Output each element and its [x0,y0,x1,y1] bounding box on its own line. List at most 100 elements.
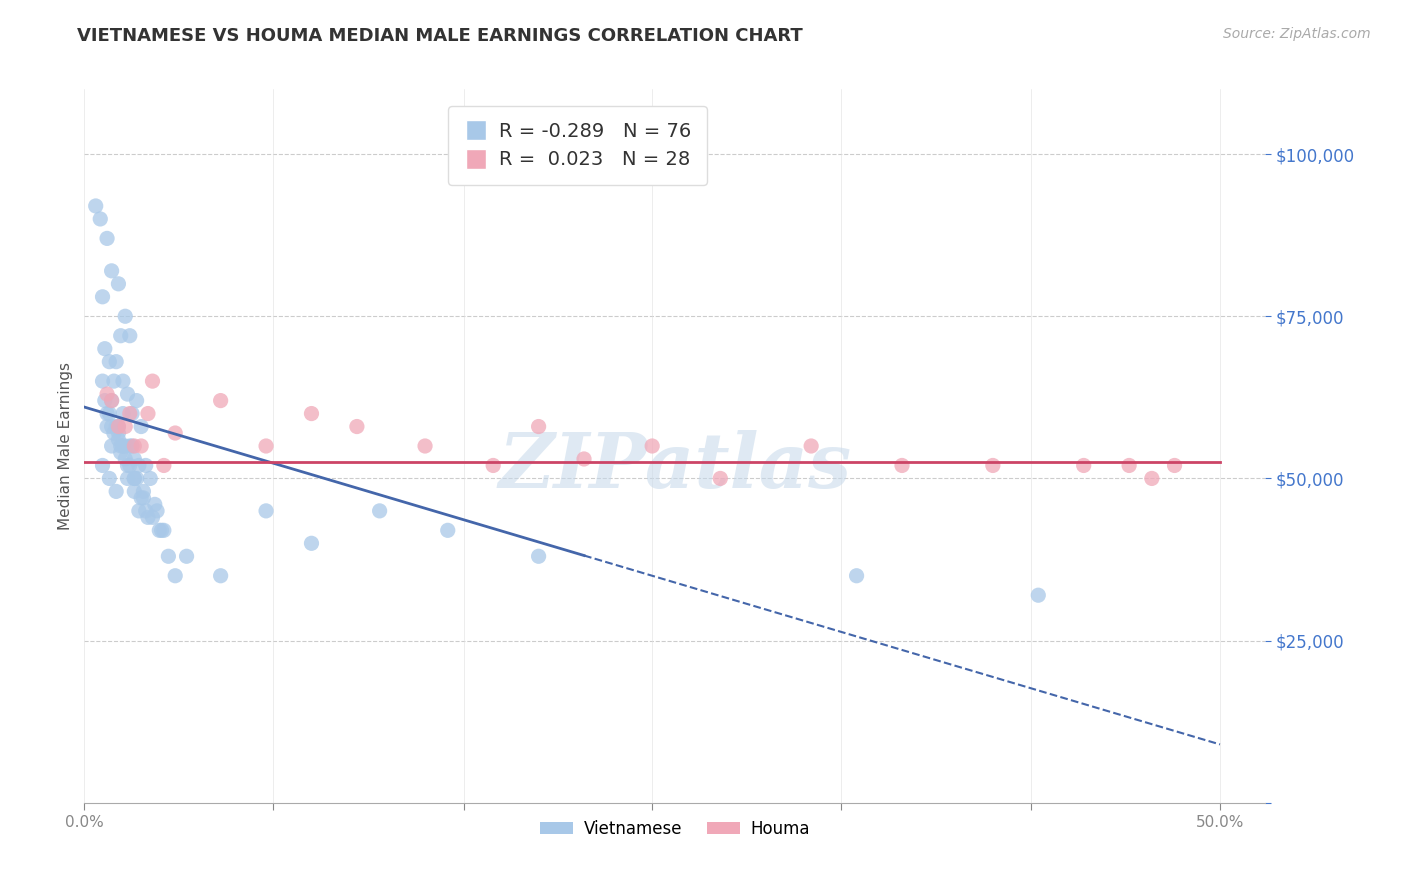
Point [157,549,180,564]
Point [209,568,232,582]
Point [103,425,125,440]
Point [117,387,139,401]
Point [254,504,277,518]
Point [100,419,122,434]
Point [89,211,111,226]
Point [100,393,122,408]
Point [118,407,141,421]
Point [129,491,152,505]
Text: ZIPatlas: ZIPatlas [498,431,852,504]
Point [117,471,139,485]
Point [153,524,176,538]
Point [96,231,118,245]
Point [146,504,169,518]
Point [114,310,136,324]
Point [981,458,1004,473]
Point [368,504,391,518]
Point [1163,458,1185,473]
Point [143,497,166,511]
Point [96,387,118,401]
Point [114,419,136,434]
Point [110,439,132,453]
Point [413,439,436,453]
Point [124,452,146,467]
Point [153,458,176,473]
Point [128,458,150,473]
Point [845,568,868,582]
Point [96,407,118,421]
Point [91,458,114,473]
Point [105,354,128,368]
Point [118,328,141,343]
Point [1118,458,1140,473]
Point [891,458,914,473]
Point [135,504,157,518]
Point [124,484,146,499]
Point [105,419,128,434]
Point [301,407,323,421]
Point [121,407,143,421]
Point [254,439,277,453]
Point [98,354,121,368]
Point [114,439,136,453]
Point [107,277,129,291]
Point [117,458,139,473]
Point [105,484,128,499]
Point [482,458,505,473]
Point [301,536,323,550]
Point [209,393,232,408]
Point [111,439,134,453]
Point [527,419,550,434]
Point [135,458,157,473]
Point [148,524,170,538]
Point [1140,471,1163,485]
Point [91,290,114,304]
Y-axis label: Median Male Earnings: Median Male Earnings [58,362,73,530]
Point [165,425,187,440]
Point [114,452,136,467]
Point [103,374,125,388]
Point [139,471,162,485]
Point [84,199,107,213]
Text: Source: ZipAtlas.com: Source: ZipAtlas.com [1223,27,1371,41]
Point [107,433,129,447]
Point [125,471,148,485]
Point [98,407,121,421]
Point [641,439,664,453]
Point [176,549,198,564]
Point [94,393,117,408]
Point [129,419,152,434]
Point [141,374,163,388]
Point [436,524,458,538]
Point [111,374,134,388]
Point [110,445,132,459]
Point [1073,458,1095,473]
Point [100,393,122,408]
Point [132,484,155,499]
Point [1026,588,1049,602]
Text: VIETNAMESE VS HOUMA MEDIAN MALE EARNINGS CORRELATION CHART: VIETNAMESE VS HOUMA MEDIAN MALE EARNINGS… [77,27,803,45]
Point [107,419,129,434]
Point [572,452,595,467]
Point [136,407,159,421]
Point [96,419,118,434]
Point [150,524,173,538]
Point [111,407,134,421]
Point [527,549,550,564]
Point [165,568,187,582]
Point [100,264,122,278]
Point [94,342,117,356]
Point [124,471,146,485]
Point [128,504,150,518]
Point [136,510,159,524]
Point [129,439,152,453]
Point [118,458,141,473]
Point [124,439,146,453]
Point [141,510,163,524]
Point [346,419,368,434]
Point [98,471,121,485]
Point [91,374,114,388]
Point [125,393,148,408]
Point [110,328,132,343]
Point [118,439,141,453]
